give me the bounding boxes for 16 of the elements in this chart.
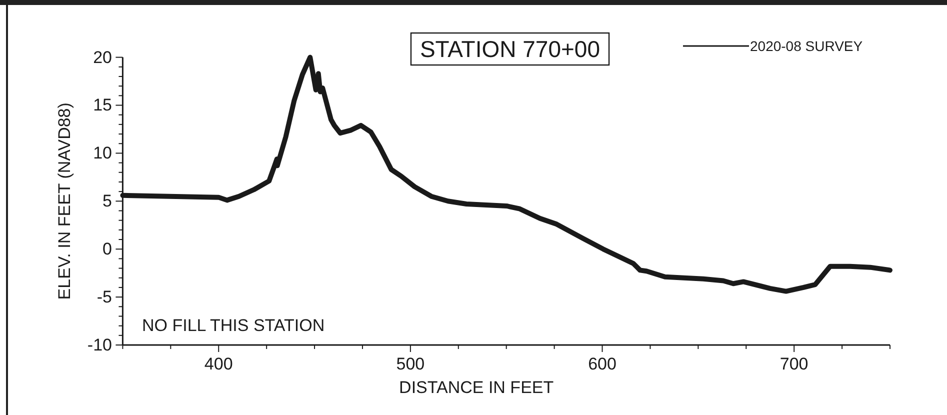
y-tick-label: 5: [102, 192, 112, 211]
x-axis-title: DISTANCE IN FEET: [399, 378, 554, 397]
y-tick-label: 10: [93, 144, 112, 163]
x-tick-label: 600: [588, 354, 616, 374]
chart-title: STATION 770+00: [420, 36, 600, 62]
annotation: NO FILL THIS STATION: [142, 316, 325, 335]
y-tick-label: -10: [87, 335, 112, 354]
y-tick-label: -5: [96, 287, 112, 306]
x-tick-label: 700: [780, 354, 808, 374]
x-tick-label: 500: [396, 354, 425, 374]
legend-label: 2020-08 SURVEY: [750, 38, 864, 54]
x-tick-label: 400: [204, 354, 233, 374]
y-tick-label: 20: [93, 48, 112, 67]
y-tick-label: 15: [93, 96, 112, 115]
y-tick-label: 0: [102, 240, 112, 259]
y-axis-title: ELEV. IN FEET (NAVD88): [55, 102, 74, 300]
